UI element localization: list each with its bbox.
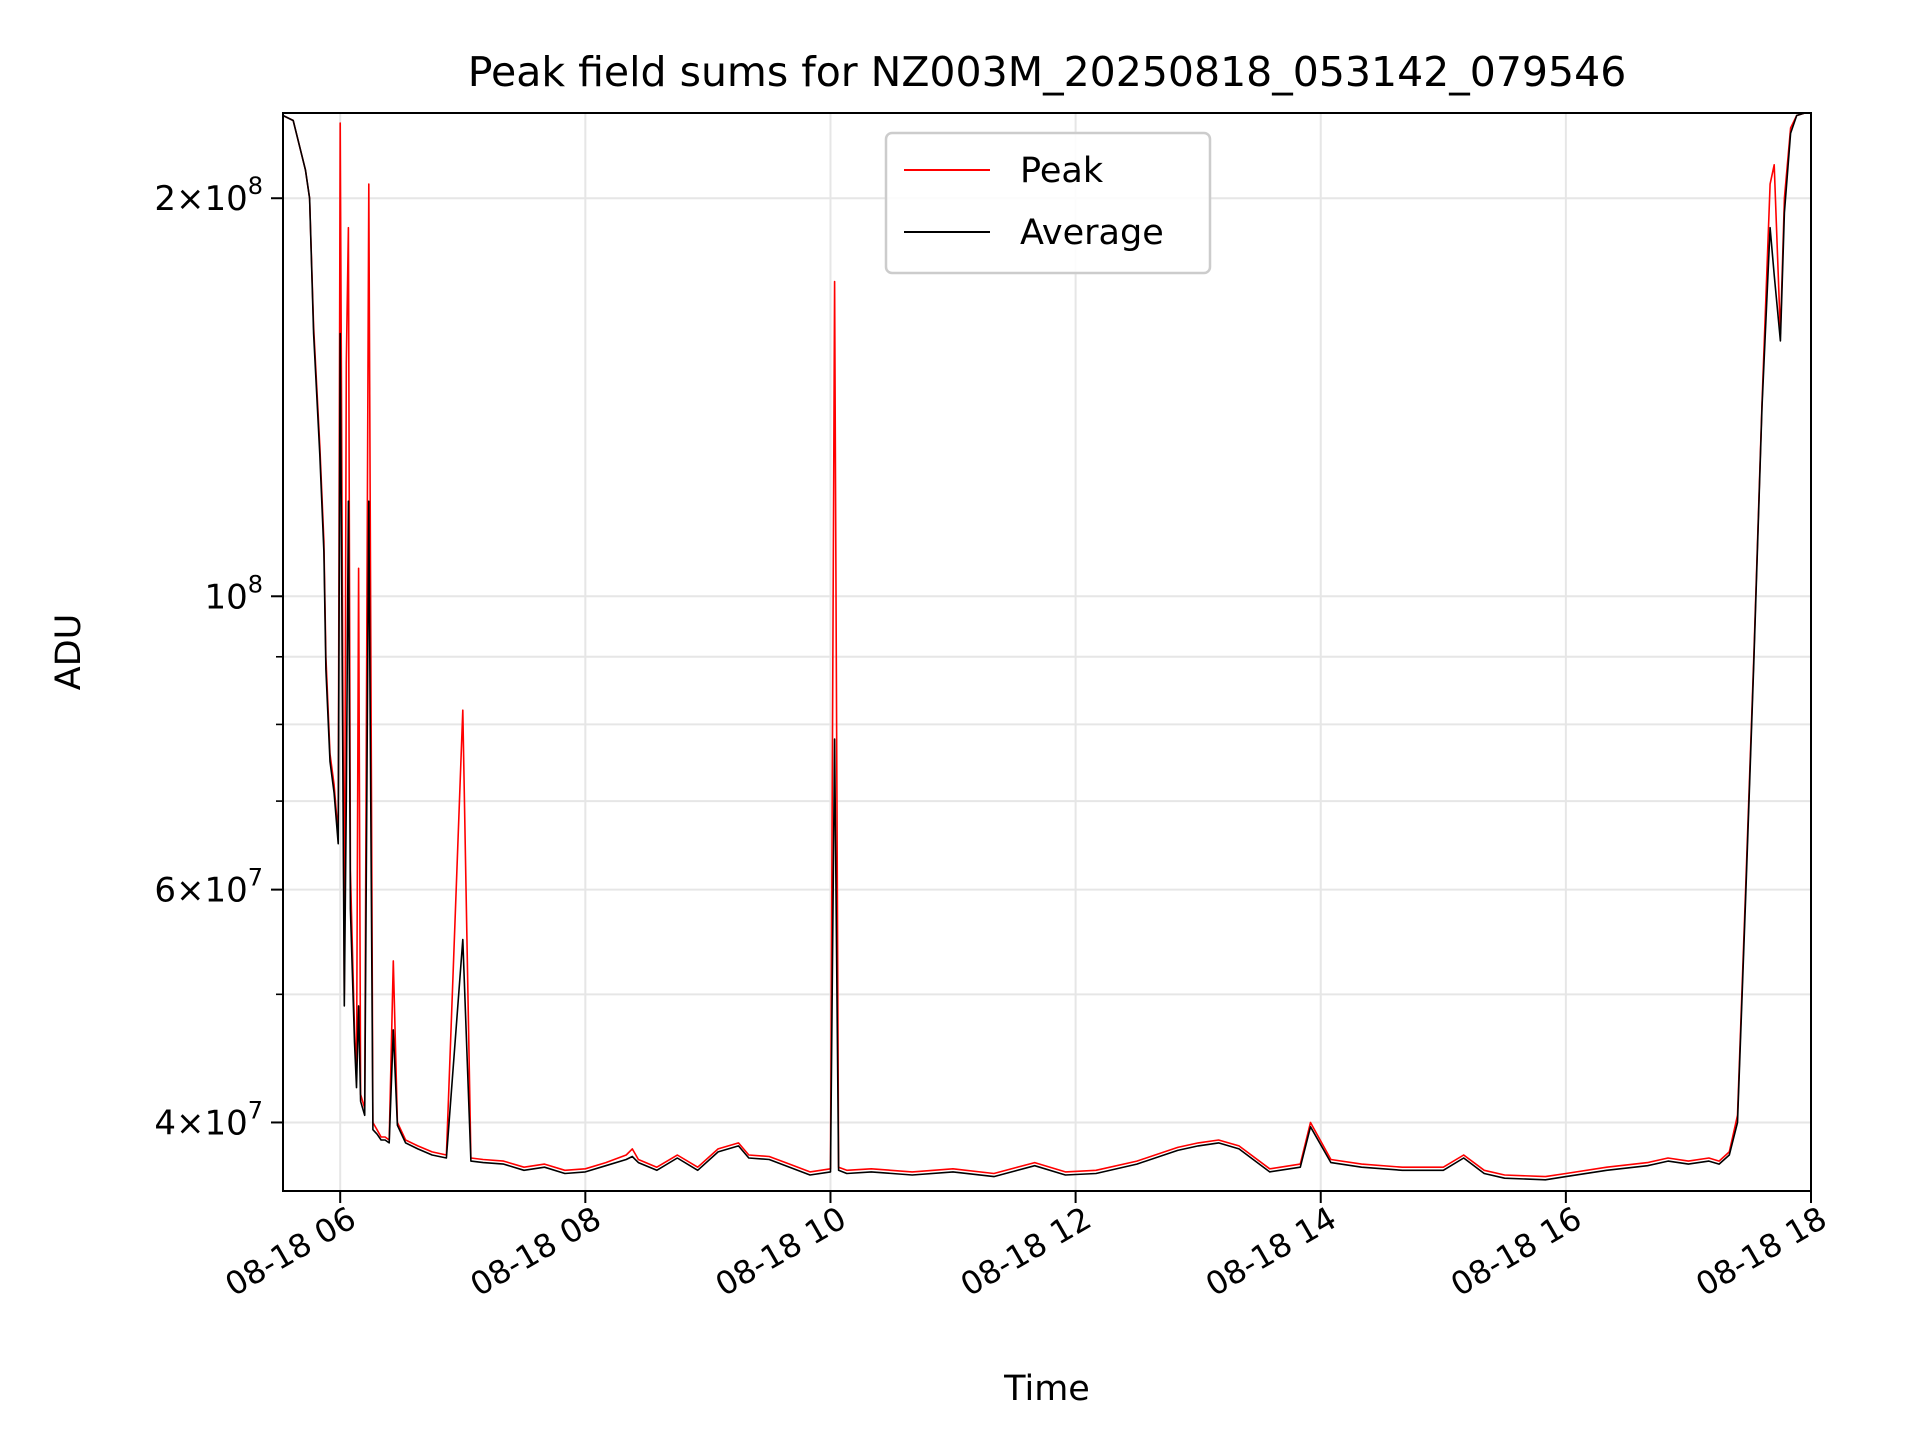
plot-frame — [282, 112, 1812, 1192]
x-axis-label: Time — [1003, 1369, 1090, 1409]
chart-title: Peak field sums for NZ003M_20250818_0531… — [468, 48, 1627, 96]
legend: Peak Average — [884, 131, 1212, 275]
y-tick-mantissa: 6 — [154, 871, 176, 911]
y-tick-times: × — [176, 871, 205, 911]
series-lines — [282, 112, 1811, 1181]
y-tick-times: × — [176, 1103, 205, 1143]
y-tick-exponent: 7 — [248, 1096, 263, 1124]
y-tick-label: 2×108 — [154, 172, 263, 219]
y-tick-label: 108 — [204, 570, 263, 617]
y-tick-mantissa: 2 — [154, 179, 176, 219]
y-tick-base: 10 — [204, 1103, 247, 1143]
y-tick-exponent: 8 — [248, 570, 263, 598]
y-tick-exponent: 8 — [248, 172, 263, 200]
y-tick-mantissa: 4 — [154, 1103, 176, 1143]
legend-box — [884, 131, 1212, 275]
y-tick-exponent: 7 — [248, 864, 263, 892]
y-tick-base: 10 — [204, 871, 247, 911]
y-tick-times: × — [176, 179, 205, 219]
y-tick-label: 4×107 — [154, 1096, 263, 1143]
y-tick-base: 10 — [204, 577, 247, 617]
y-axis-label: ADU — [49, 614, 89, 691]
y-tick-label: 6×107 — [154, 864, 263, 911]
y-tick-base: 10 — [204, 179, 247, 219]
series-line-average — [282, 112, 1811, 1181]
legend-label-peak: Peak — [1020, 151, 1104, 191]
legend-label-average: Average — [1020, 213, 1164, 253]
